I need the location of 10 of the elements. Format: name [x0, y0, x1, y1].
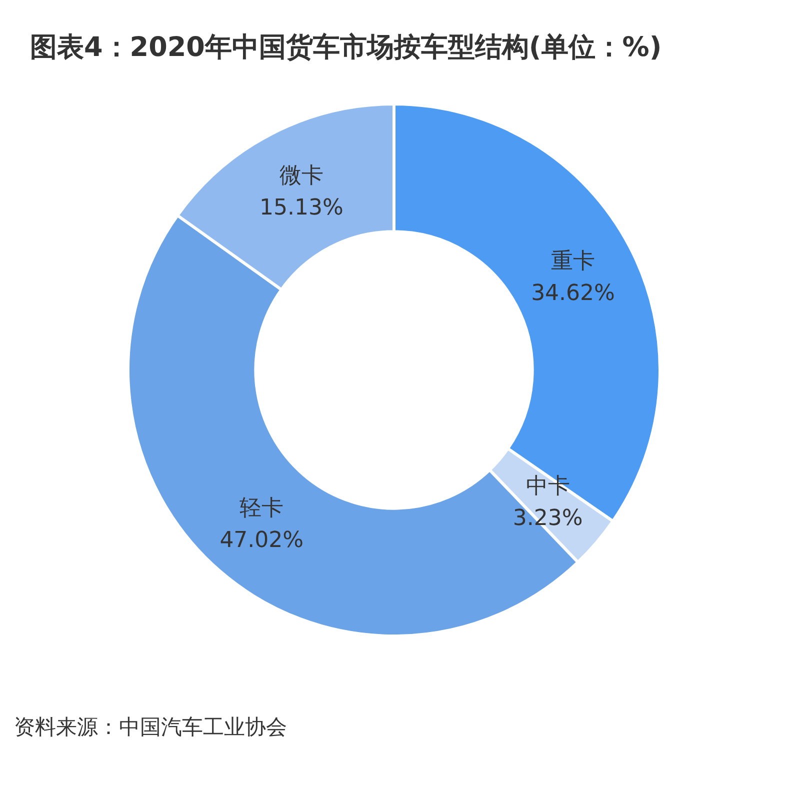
slice-label: 中卡 — [526, 474, 570, 500]
slice-label: 轻卡 — [240, 496, 284, 521]
data-label: 3.23% — [512, 506, 583, 532]
data-label: 34.62% — [531, 281, 615, 306]
chart-title: 图表4：2020年中国货车市场按车型结构(单位：%) — [30, 32, 662, 63]
text: 资料来源：中国汽车工业协会 — [14, 715, 287, 739]
data-label: 47.02% — [220, 528, 304, 553]
slice-label: 微卡 — [279, 163, 324, 188]
data-label: 15.13% — [260, 195, 344, 220]
slice-label: 重卡 — [551, 249, 596, 274]
